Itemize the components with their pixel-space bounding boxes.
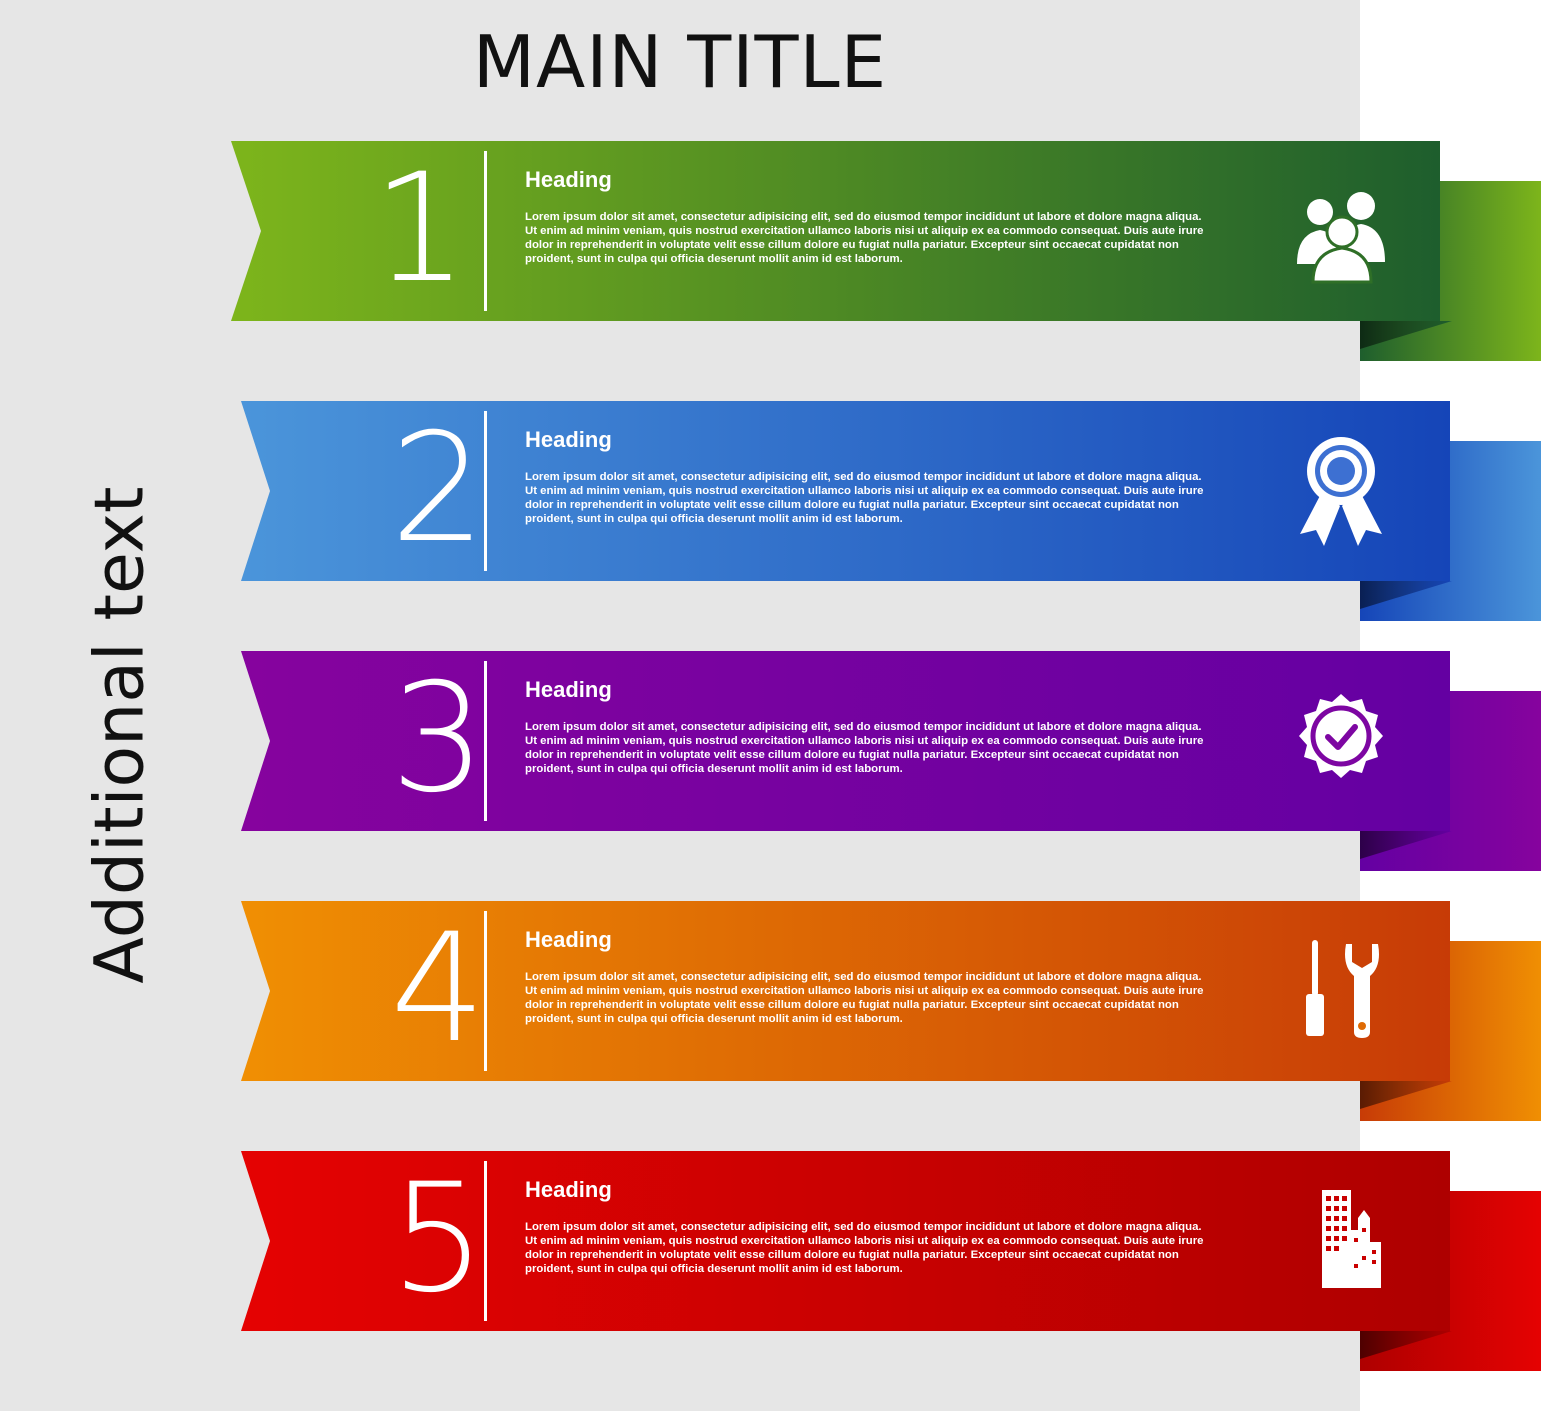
step-2-text: Lorem ipsum dolor sit amet, consectetur … — [525, 471, 1204, 525]
step-1-ribbon: 1 Heading Lorem ipsum dolor sit amet, co… — [231, 141, 1440, 321]
step-3-text: Lorem ipsum dolor sit amet, consectetur … — [525, 721, 1204, 775]
step-2-heading: Heading — [525, 427, 612, 452]
step-3-divider — [484, 661, 487, 821]
step-1-divider — [484, 151, 487, 311]
step-2-number: 2 — [390, 402, 486, 576]
step-4-divider — [484, 911, 487, 1071]
verified-badge-icon — [1286, 686, 1396, 796]
step-1-heading: Heading — [525, 167, 612, 192]
step-5-ribbon: 5 Heading Lorem ipsum dolor sit amet, co… — [241, 1151, 1450, 1331]
step-4-number: 4 — [390, 902, 486, 1076]
side-text: Additional text — [80, 486, 160, 984]
step-5-text: Lorem ipsum dolor sit amet, consectetur … — [525, 1221, 1204, 1275]
main-title: MAIN TITLE — [472, 20, 888, 104]
people-group-icon — [1287, 176, 1397, 286]
step-4-text: Lorem ipsum dolor sit amet, consectetur … — [525, 971, 1204, 1025]
step-3-number: 3 — [390, 652, 486, 826]
step-5-divider — [484, 1161, 487, 1321]
step-1-text: Lorem ipsum dolor sit amet, consectetur … — [525, 211, 1204, 265]
step-5-number: 5 — [390, 1152, 486, 1326]
step-5-heading: Heading — [525, 1177, 612, 1202]
step-2-divider — [484, 411, 487, 571]
step-4-ribbon: 4 Heading Lorem ipsum dolor sit amet, co… — [241, 901, 1450, 1081]
office-buildings-icon — [1286, 1186, 1396, 1296]
step-3-ribbon: 3 Heading Lorem ipsum dolor sit amet, co… — [241, 651, 1450, 831]
step-3-heading: Heading — [525, 677, 612, 702]
step-4-heading: Heading — [525, 927, 612, 952]
step-1-number: 1 — [372, 142, 468, 316]
award-ribbon-icon — [1286, 436, 1396, 546]
step-2-ribbon: 2 Heading Lorem ipsum dolor sit amet, co… — [241, 401, 1450, 581]
tools-icon — [1286, 936, 1396, 1046]
